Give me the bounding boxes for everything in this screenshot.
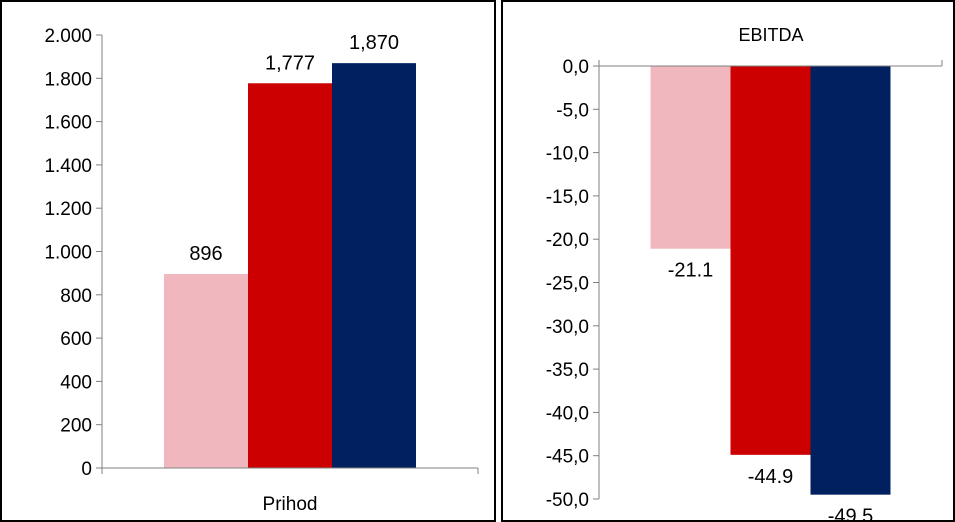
ebitda-chart: EBITDA 0,0 -5,0 -10,0 -15,0 -20,0 -25,0 -30,0 -… <box>546 25 943 520</box>
y-tick-label: -35,0 <box>546 360 589 381</box>
y-tick-label: 0 <box>81 459 92 480</box>
data-label-1: 896 <box>189 243 222 265</box>
y-tick-label: 400 <box>60 372 92 393</box>
y-tick-label: -20,0 <box>546 230 589 251</box>
y-tick-label: -40,0 <box>546 403 589 424</box>
y-tick-label: -15,0 <box>546 187 589 208</box>
ebitda-chart-panel: EBITDA 0,0 -5,0 -10,0 -15,0 -20,0 -25,0 -30,0 -… <box>501 0 955 522</box>
bar-3 <box>810 66 891 495</box>
y-tick-label: 0,0 <box>563 57 589 78</box>
bar-1 <box>164 274 248 468</box>
y-tick-label: 1.600 <box>44 113 92 134</box>
chart-title: EBITDA <box>738 25 803 45</box>
bar-2 <box>730 66 811 455</box>
y-tick-label: 800 <box>60 286 92 307</box>
y-tick-label: -30,0 <box>546 317 589 338</box>
y-tick-label: -45,0 <box>546 447 589 468</box>
y-tick-label: 1.200 <box>44 199 92 220</box>
y-tick-label: 600 <box>60 329 92 350</box>
y-tick-label: 1.800 <box>44 69 92 90</box>
data-label-2: -44.9 <box>748 466 794 488</box>
category-label: Prihod <box>263 494 318 515</box>
y-tick-label: 200 <box>60 416 92 437</box>
y-tick-label: -10,0 <box>546 144 589 165</box>
y-tick-label: -25,0 <box>546 274 589 295</box>
bar-3 <box>332 63 416 469</box>
y-tick-label: 1.000 <box>44 243 92 264</box>
bar-2 <box>248 83 332 468</box>
revenue-chart-panel: 0 200 400 600 800 1.000 1.200 1.400 1.600 1.800 2.… <box>0 0 496 522</box>
y-tick-label: 1.400 <box>44 156 92 177</box>
data-label-3: 1,870 <box>349 32 399 54</box>
y-tick-label: -5,0 <box>556 100 589 121</box>
data-label-1: -21.1 <box>668 260 714 282</box>
bar-1 <box>650 66 731 249</box>
data-label-2: 1,777 <box>265 52 315 74</box>
data-label-3: -49.5 <box>828 506 874 520</box>
y-tick-label: 2.000 <box>44 26 92 47</box>
revenue-chart: 0 200 400 600 800 1.000 1.200 1.400 1.600 1.800 2.… <box>44 26 479 515</box>
y-tick-label: -50,0 <box>546 490 589 511</box>
